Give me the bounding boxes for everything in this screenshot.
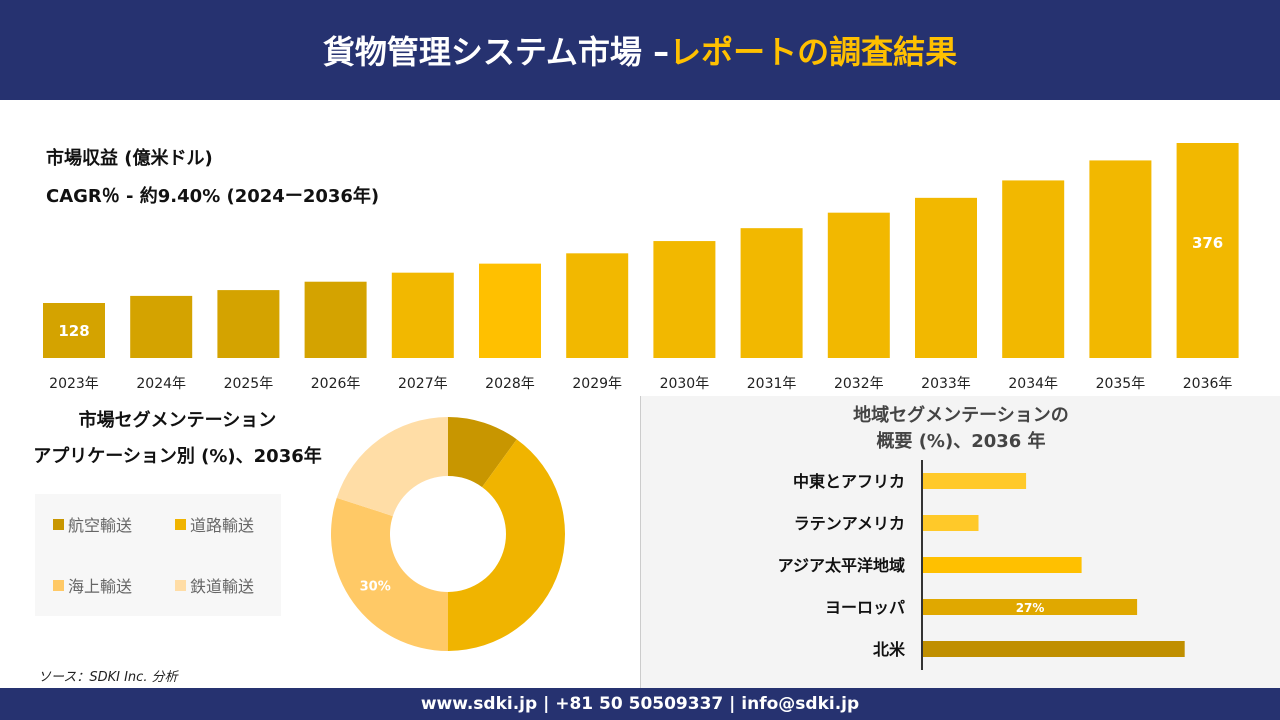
x-tick-label: 2025年: [224, 376, 274, 392]
revenue-chart: 2023年 128 2024年 2025年 2026年 2027年 2028年 2029年 20…: [0, 100, 1280, 396]
slice-鉄道輸送: [336, 417, 448, 517]
bar-2032年: [827, 212, 890, 358]
y-tick-label: ラテンアメリカ: [794, 514, 905, 533]
source-note: ソース：SDKI Inc. 分析: [38, 670, 178, 685]
y-tick-label: 北米: [873, 640, 906, 659]
legend-label: 道路輸送: [190, 516, 255, 535]
bar-2033年: [915, 197, 977, 358]
legend-item: 海上輸送: [53, 573, 132, 597]
legend-label: 鉄道輸送: [190, 577, 255, 596]
cagr-label: CAGR％ - 約9.40% (2024ー2036年): [46, 186, 380, 207]
legend-item: 航空輸送: [53, 512, 132, 536]
bar-2026年: [304, 281, 367, 358]
data-label: 27%: [1016, 601, 1045, 615]
bar-2025年: [217, 290, 280, 358]
slice-label: 30%: [360, 579, 391, 594]
bar-ラテンアメリカ: [923, 515, 979, 531]
segment-title: 市場セグメンテーション: [78, 410, 277, 431]
bar-2024年: [130, 295, 193, 358]
legend-swatch: [175, 518, 186, 530]
bar-2030年: [653, 241, 716, 358]
data-label: 128: [58, 322, 89, 340]
application-segment: 市場セグメンテーション アプリケーション別 (%)、2036年 航空輸送 道路輸送…: [0, 396, 640, 688]
bar-2034年: [1002, 180, 1065, 358]
region-title: 地域セグメンテーションの: [853, 405, 1069, 426]
x-tick-label: 2023年: [49, 376, 99, 392]
bar-アジア太平洋地域: [923, 557, 1082, 573]
bar-2035年: [1089, 160, 1152, 358]
legend-label: 海上輸送: [68, 577, 133, 596]
legend-swatch: [53, 518, 64, 530]
bar-2023年: [43, 303, 105, 358]
y-tick-label: アジア太平洋地域: [778, 556, 905, 575]
bar-2029年: [566, 253, 629, 358]
legend-swatch: [53, 579, 64, 591]
bar-中東とアフリカ: [923, 473, 1027, 489]
title-accent: レポートの調査結果: [669, 33, 958, 71]
title-main: 貨物管理システム市場 –: [322, 33, 670, 71]
legend-swatch: [175, 579, 186, 591]
slice-海上輸送: [331, 497, 448, 651]
x-tick-label: 2032年: [834, 376, 884, 392]
x-tick-label: 2034年: [1008, 376, 1058, 392]
x-tick-label: 2024年: [136, 376, 186, 392]
bar-2028年: [479, 263, 541, 358]
x-tick-label: 2031年: [747, 376, 797, 392]
legend-label: 航空輸送: [68, 516, 133, 535]
donut-legend: 航空輸送 道路輸送海上輸送 鉄道輸送: [35, 494, 281, 616]
x-tick-label: 2035年: [1096, 376, 1146, 392]
footer-contact: www.sdki.jp | +81 50 50509337 | info@sdk…: [0, 688, 1280, 720]
x-tick-label: 2030年: [660, 376, 710, 392]
slice-航空輸送: [448, 417, 517, 488]
x-tick-label: 2026年: [311, 376, 361, 392]
bar-ヨーロッパ: [923, 599, 1138, 615]
data-label: 376: [1192, 234, 1223, 252]
segment-subtitle: アプリケーション別 (%)、2036年: [33, 446, 322, 467]
region-segment: 地域セグメンテーションの 概要 (%)、2036 年 中東とアフリカ ラテンアメリ…: [640, 396, 1280, 688]
legend-item: 鉄道輸送: [175, 573, 254, 597]
x-tick-label: 2028年: [485, 376, 535, 392]
chart-title: 市場収益 (億米ドル): [46, 148, 213, 169]
y-tick-label: 中東とアフリカ: [793, 472, 905, 491]
bar-北米: [923, 641, 1185, 657]
bar-2036年: [1176, 143, 1239, 358]
donut-chart: 30%: [331, 417, 565, 651]
bar-2027年: [391, 272, 454, 358]
x-tick-label: 2033年: [921, 376, 971, 392]
x-tick-label: 2027年: [398, 376, 448, 392]
region-subtitle: 概要 (%)、2036 年: [876, 431, 1046, 452]
x-tick-label: 2036年: [1183, 376, 1233, 392]
revenue-bars: 2023年 128 2024年 2025年 2026年 2027年 2028年 2029年 20…: [43, 143, 1239, 392]
legend-item: 道路輸送: [175, 512, 254, 536]
bar-2031年: [740, 228, 803, 358]
page-title: 貨物管理システム市場 – レポートの調査結果: [0, 0, 1280, 100]
x-tick-label: 2029年: [572, 376, 622, 392]
slice-道路輸送: [448, 439, 565, 651]
y-tick-label: ヨーロッパ: [825, 598, 905, 617]
